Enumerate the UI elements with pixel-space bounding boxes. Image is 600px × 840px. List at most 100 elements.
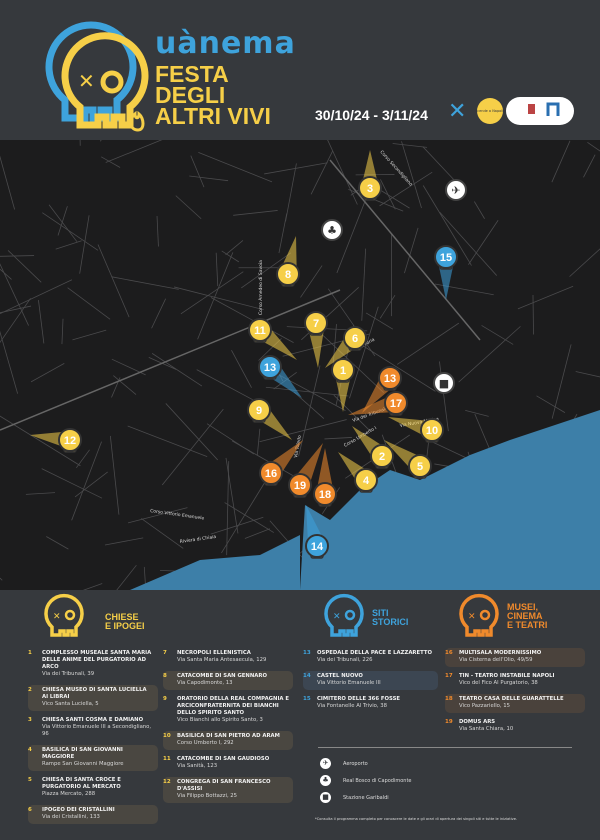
site-number: 5 <box>28 777 32 783</box>
map-pin-1[interactable]: 1 <box>331 358 355 383</box>
road <box>175 195 202 220</box>
road <box>165 403 218 461</box>
road <box>226 461 230 556</box>
site-number: 14 <box>303 673 311 679</box>
map-pin-5[interactable]: 5 <box>408 454 432 479</box>
road <box>575 371 600 378</box>
road <box>189 175 229 182</box>
site-item[interactable]: 17 TIN - TEATRO INSTABILE NAPOLI Vico del … <box>445 671 585 690</box>
site-name: BASILICA DI SAN GIOVANNI MAGGIORE <box>42 747 123 760</box>
landmark-label: Stazione Garibaldi <box>343 794 389 801</box>
skull-logo-icon: ✕ <box>45 21 149 132</box>
site-name: BASILICA DI SAN PIETRO AD ARAM <box>177 733 280 739</box>
road <box>99 140 102 142</box>
road <box>180 271 244 315</box>
pin-number: 3 <box>367 183 373 195</box>
city-map[interactable]: Corso Secondigliano Corso Amedeo di Savoi… <box>0 140 600 590</box>
road <box>196 369 258 403</box>
map-pin-9[interactable]: 9 <box>247 398 271 423</box>
site-item[interactable]: 15 CIMITERO DELLE 366 FOSSE Via Fontanelle… <box>303 694 438 713</box>
site-item[interactable]: 12 CONGREGA DI SAN FRANCESCO D'ASSISI Via … <box>163 777 293 803</box>
road <box>310 150 334 195</box>
map-pin-13[interactable]: 13 <box>378 366 402 391</box>
site-item[interactable]: 1 COMPLESSO MUSEALE SANTA MARIA DELLE ANI… <box>28 648 158 681</box>
road <box>278 213 288 254</box>
svg-text:✕: ✕ <box>468 612 476 622</box>
site-address: Via Fontanelle Al Trivio, 38 <box>317 703 388 709</box>
svg-text:✈: ✈ <box>451 184 460 197</box>
site-item[interactable]: 9 ORATORIO DELLA REAL COMPAGNIA E ARCICON… <box>163 694 293 727</box>
site-item[interactable]: 2 CHIESA MUSEO DI SANTA LUCIELLA AI LIBRA… <box>28 685 158 711</box>
category-name-line: MUSEI, <box>507 602 539 612</box>
site-item[interactable]: 3 CHIESA SANTI COSMA E DAMIANO Via Vittori… <box>28 715 158 741</box>
site-item[interactable]: 16 MULTISALA MODERNISSIMO Via Cisterna del… <box>445 648 585 667</box>
event-dates: 30/10/24 - 3/11/24 <box>315 107 428 123</box>
road <box>57 206 68 236</box>
map-pin-19[interactable]: 19 <box>288 473 312 498</box>
road <box>215 252 219 287</box>
header: ✕ uànema FESTA DEGLI ALTRI VIVI 30/10/24… <box>0 0 600 140</box>
site-name: CATACOMBE DI SAN GENNARO <box>177 673 267 679</box>
site-address: Via Vittorio Emanuele III <box>317 680 381 686</box>
map-pin-3[interactable]: 3 <box>358 176 382 201</box>
site-name: COMPLESSO MUSEALE SANTA MARIA DELLE ANIM… <box>42 650 152 670</box>
site-number: 8 <box>163 673 167 679</box>
sea-area <box>300 410 600 590</box>
map-pin-10[interactable]: 10 <box>420 418 444 443</box>
site-name: CHIESA DI SANTA CROCE E PURGATORIO AL ME… <box>42 777 121 790</box>
site-name: TIN - TEATRO INSTABILE NAPOLI <box>459 673 555 679</box>
site-item[interactable]: 6 IPOGEO DEI CRISTALLINI Via dei Cristalli… <box>28 805 158 824</box>
site-name: TEATRO CASA DELLE GUARATTELLE <box>459 696 564 702</box>
landmark-label: Real Bosco di Capodimonte <box>343 777 412 784</box>
map-pin-11[interactable]: 11 <box>248 318 272 343</box>
map-pin-2[interactable]: 2 <box>370 444 394 469</box>
map-pin-13[interactable]: 13 <box>258 355 282 380</box>
site-address: Via Santa Chiara, 10 <box>459 726 514 732</box>
site-item[interactable]: 11 CATACOMBE DI SAN GAUDIOSO Via Sanità, 1… <box>163 754 293 773</box>
category-name-line: E IPOGEI <box>105 621 145 631</box>
site-item[interactable]: 10 BASILICA DI SAN PIETRO AD ARAM Corso Um… <box>163 731 293 750</box>
category-name: SITI STORICI <box>372 609 408 627</box>
map-pin-8[interactable]: 8 <box>276 262 300 287</box>
road <box>143 566 147 590</box>
site-name: MULTISALA MODERNISSIMO <box>459 650 542 656</box>
site-address: Via dei Cristallini, 133 <box>42 814 100 820</box>
svg-text:■: ■ <box>439 377 449 390</box>
map-pin-7[interactable]: 7 <box>304 311 328 336</box>
road <box>225 240 244 256</box>
pin-number: 17 <box>390 398 402 410</box>
site-name: DOMUS ARS <box>459 719 496 725</box>
site-item[interactable]: 8 CATACOMBE DI SAN GENNARO Via Capodimonte… <box>163 671 293 690</box>
site-item[interactable]: 7 NECROPOLI ELLENISTICA Via Santa Maria An… <box>163 648 293 667</box>
map-pin-6[interactable]: 6 <box>343 326 367 351</box>
category-header: ✕ MUSEI, CINEMA E TEATRI <box>455 593 600 638</box>
road <box>404 227 419 274</box>
train-icon[interactable]: ■ <box>433 372 455 394</box>
site-number: 13 <box>303 650 311 656</box>
road <box>439 211 498 276</box>
map-pin-12[interactable]: 12 <box>58 428 82 453</box>
site-item[interactable]: 13 OSPEDALE DELLA PACE E LAZZARETTO Via de… <box>303 648 438 667</box>
site-address: Vico Santa Luciella, 5 <box>42 701 99 707</box>
map-pin-14[interactable]: 14 <box>305 534 329 559</box>
site-item[interactable]: 18 TEATRO CASA DELLE GUARATTELLE Vico Pazz… <box>445 694 585 713</box>
road <box>0 263 29 326</box>
map-pin-16[interactable]: 16 <box>259 461 283 486</box>
site-name: NECROPOLI ELLENISTICA <box>177 650 251 656</box>
site-item[interactable]: 19 DOMUS ARS Via Santa Chiara, 10 <box>445 717 585 736</box>
map-pin-4[interactable]: 4 <box>354 468 378 493</box>
road <box>300 265 323 298</box>
site-item[interactable]: 5 CHIESA DI SANTA CROCE E PURGATORIO AL M… <box>28 775 158 801</box>
road <box>587 141 600 152</box>
site-item[interactable]: 14 CASTEL NUOVO Via Vittorio Emanuele III <box>303 671 438 690</box>
road <box>458 326 521 383</box>
map-pin-15[interactable]: 15 <box>434 245 458 270</box>
road <box>104 537 144 546</box>
map-pin-18[interactable]: 18 <box>313 482 337 507</box>
site-item[interactable]: 4 BASILICA DI SAN GIOVANNI MAGGIORE Rampe … <box>28 745 158 771</box>
tree-icon[interactable]: ♣ <box>321 219 343 241</box>
map-pin-17[interactable]: 17 <box>384 391 408 416</box>
airplane-icon[interactable]: ✈ <box>445 179 467 201</box>
road <box>536 395 566 413</box>
pin-number: 4 <box>363 475 370 487</box>
